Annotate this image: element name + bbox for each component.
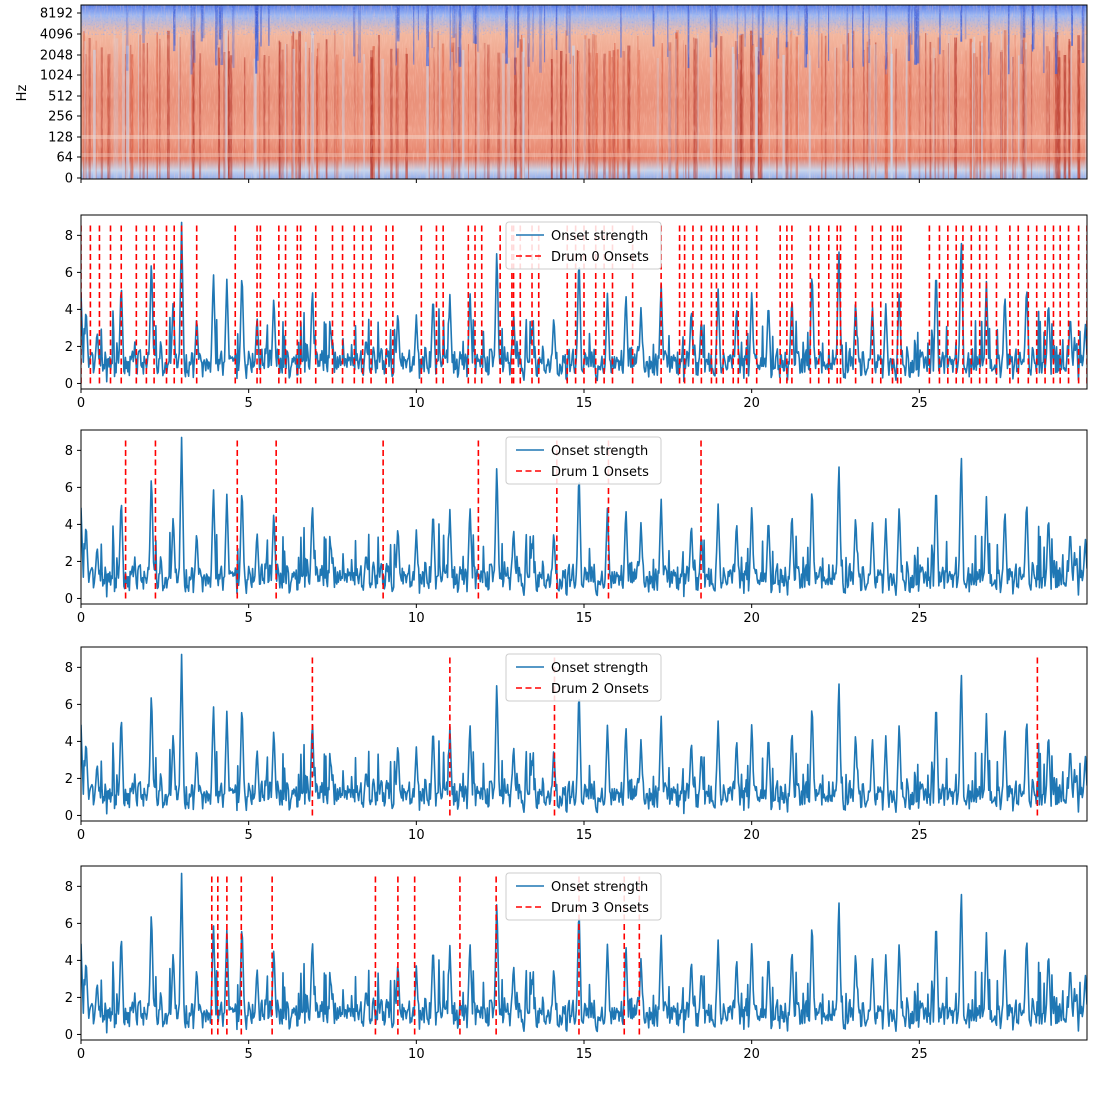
x-tick-label: 25 <box>911 611 928 626</box>
onset-strength-line <box>81 436 1087 598</box>
y-tick-label: 4 <box>65 954 73 969</box>
x-tick-label: 10 <box>408 1047 425 1062</box>
y-tick-label: 8 <box>65 661 73 676</box>
legend-entry-drum-onsets: Drum 1 Onsets <box>551 465 649 480</box>
x-tick-label: 5 <box>245 828 253 843</box>
y-tick-label: 2 <box>65 991 73 1006</box>
y-tick-label: 8 <box>65 444 73 459</box>
y-tick-label: 4 <box>65 518 73 533</box>
onset-panel-2: 0 2 4 6 8 0 5 10 15 20 25 Onset strength Drum 2 Onse… <box>65 646 1088 843</box>
spectrogram-y-tick-label: 2048 <box>40 49 73 64</box>
legend-entry-onset-strength: Onset strength <box>551 880 648 895</box>
legend-box <box>505 653 662 702</box>
y-tick-label: 2 <box>65 555 73 570</box>
spectrogram-panel: 0 64 128 256 512 1024 2048 4096 8192 Hz <box>15 4 1088 187</box>
y-tick-label: 2 <box>65 340 73 355</box>
x-tick-label: 15 <box>576 828 593 843</box>
spectrogram-y-tick-label: 128 <box>48 131 73 146</box>
onset-panel-0: 0 2 4 6 8 0 5 10 15 20 25 Onset strength Drum 0 Onse… <box>65 214 1088 411</box>
legend: Onset strength Drum 3 Onsets <box>505 872 662 921</box>
legend: Onset strength Drum 1 Onsets <box>505 436 662 485</box>
y-tick-label: 2 <box>65 772 73 787</box>
spectrogram-y-tick-label: 4096 <box>40 28 73 43</box>
x-tick-label: 5 <box>245 611 253 626</box>
spectrogram-y-axis-label: Hz <box>15 85 30 102</box>
onset-panel-1: 0 2 4 6 8 0 5 10 15 20 25 Onset strength Drum 1 Onse… <box>65 429 1088 626</box>
x-tick-label: 10 <box>408 396 425 411</box>
x-tick-label: 20 <box>743 396 760 411</box>
x-tick-label: 20 <box>743 611 760 626</box>
legend: Onset strength Drum 2 Onsets <box>505 653 662 702</box>
legend-entry-onset-strength: Onset strength <box>551 229 648 244</box>
spectrogram-y-tick-label: 0 <box>65 172 73 187</box>
y-tick-label: 0 <box>65 377 73 392</box>
spectrogram-y-tick-label: 64 <box>56 151 73 166</box>
legend-entry-onset-strength: Onset strength <box>551 661 648 676</box>
y-tick-label: 4 <box>65 735 73 750</box>
y-tick-label: 6 <box>65 481 73 496</box>
legend-entry-drum-onsets: Drum 2 Onsets <box>551 682 649 697</box>
y-tick-label: 4 <box>65 303 73 318</box>
plot-content <box>81 872 1087 1035</box>
legend-entry-drum-onsets: Drum 0 Onsets <box>551 250 649 265</box>
spectrogram-y-tick-label: 1024 <box>40 69 73 84</box>
x-tick-label: 15 <box>576 611 593 626</box>
onset-panel-3: 0 2 4 6 8 0 5 10 15 20 25 Onset strength Drum 3 Onse… <box>65 865 1088 1062</box>
y-tick-label: 6 <box>65 266 73 281</box>
spectrogram-y-ticks: 0 64 128 256 512 1024 2048 4096 8192 <box>40 7 81 187</box>
x-tick-label: 5 <box>245 1047 253 1062</box>
y-tick-label: 0 <box>65 592 73 607</box>
x-tick-label: 0 <box>77 1047 85 1062</box>
x-tick-label: 5 <box>245 396 253 411</box>
y-tick-label: 6 <box>65 917 73 932</box>
spectrogram-y-tick-label: 256 <box>48 110 73 125</box>
y-tick-label: 0 <box>65 809 73 824</box>
y-tick-label: 8 <box>65 229 73 244</box>
x-tick-label: 15 <box>576 1047 593 1062</box>
x-tick-label: 0 <box>77 828 85 843</box>
x-tick-label: 20 <box>743 828 760 843</box>
spectrogram-y-tick-label: 512 <box>48 90 73 105</box>
legend-entry-onset-strength: Onset strength <box>551 444 648 459</box>
legend: Onset strength Drum 0 Onsets <box>505 221 662 270</box>
onset-strength-line <box>81 872 1087 1034</box>
x-tick-label: 20 <box>743 1047 760 1062</box>
spectrogram-y-tick-label: 8192 <box>40 7 73 22</box>
x-tick-label: 0 <box>77 611 85 626</box>
legend-box <box>505 872 662 921</box>
x-tick-label: 25 <box>911 828 928 843</box>
legend-box <box>505 221 662 270</box>
x-tick-label: 25 <box>911 1047 928 1062</box>
spectrogram-image <box>81 5 1087 179</box>
y-tick-label: 6 <box>65 698 73 713</box>
x-tick-label: 25 <box>911 396 928 411</box>
legend-entry-drum-onsets: Drum 3 Onsets <box>551 901 649 916</box>
x-tick-label: 0 <box>77 396 85 411</box>
spectrogram-x-ticks <box>80 179 920 183</box>
legend-box <box>505 436 662 485</box>
x-tick-label: 15 <box>576 396 593 411</box>
y-tick-label: 8 <box>65 880 73 895</box>
onset-strength-line <box>81 653 1087 815</box>
y-tick-label: 0 <box>65 1028 73 1043</box>
x-tick-label: 10 <box>408 611 425 626</box>
x-tick-label: 10 <box>408 828 425 843</box>
